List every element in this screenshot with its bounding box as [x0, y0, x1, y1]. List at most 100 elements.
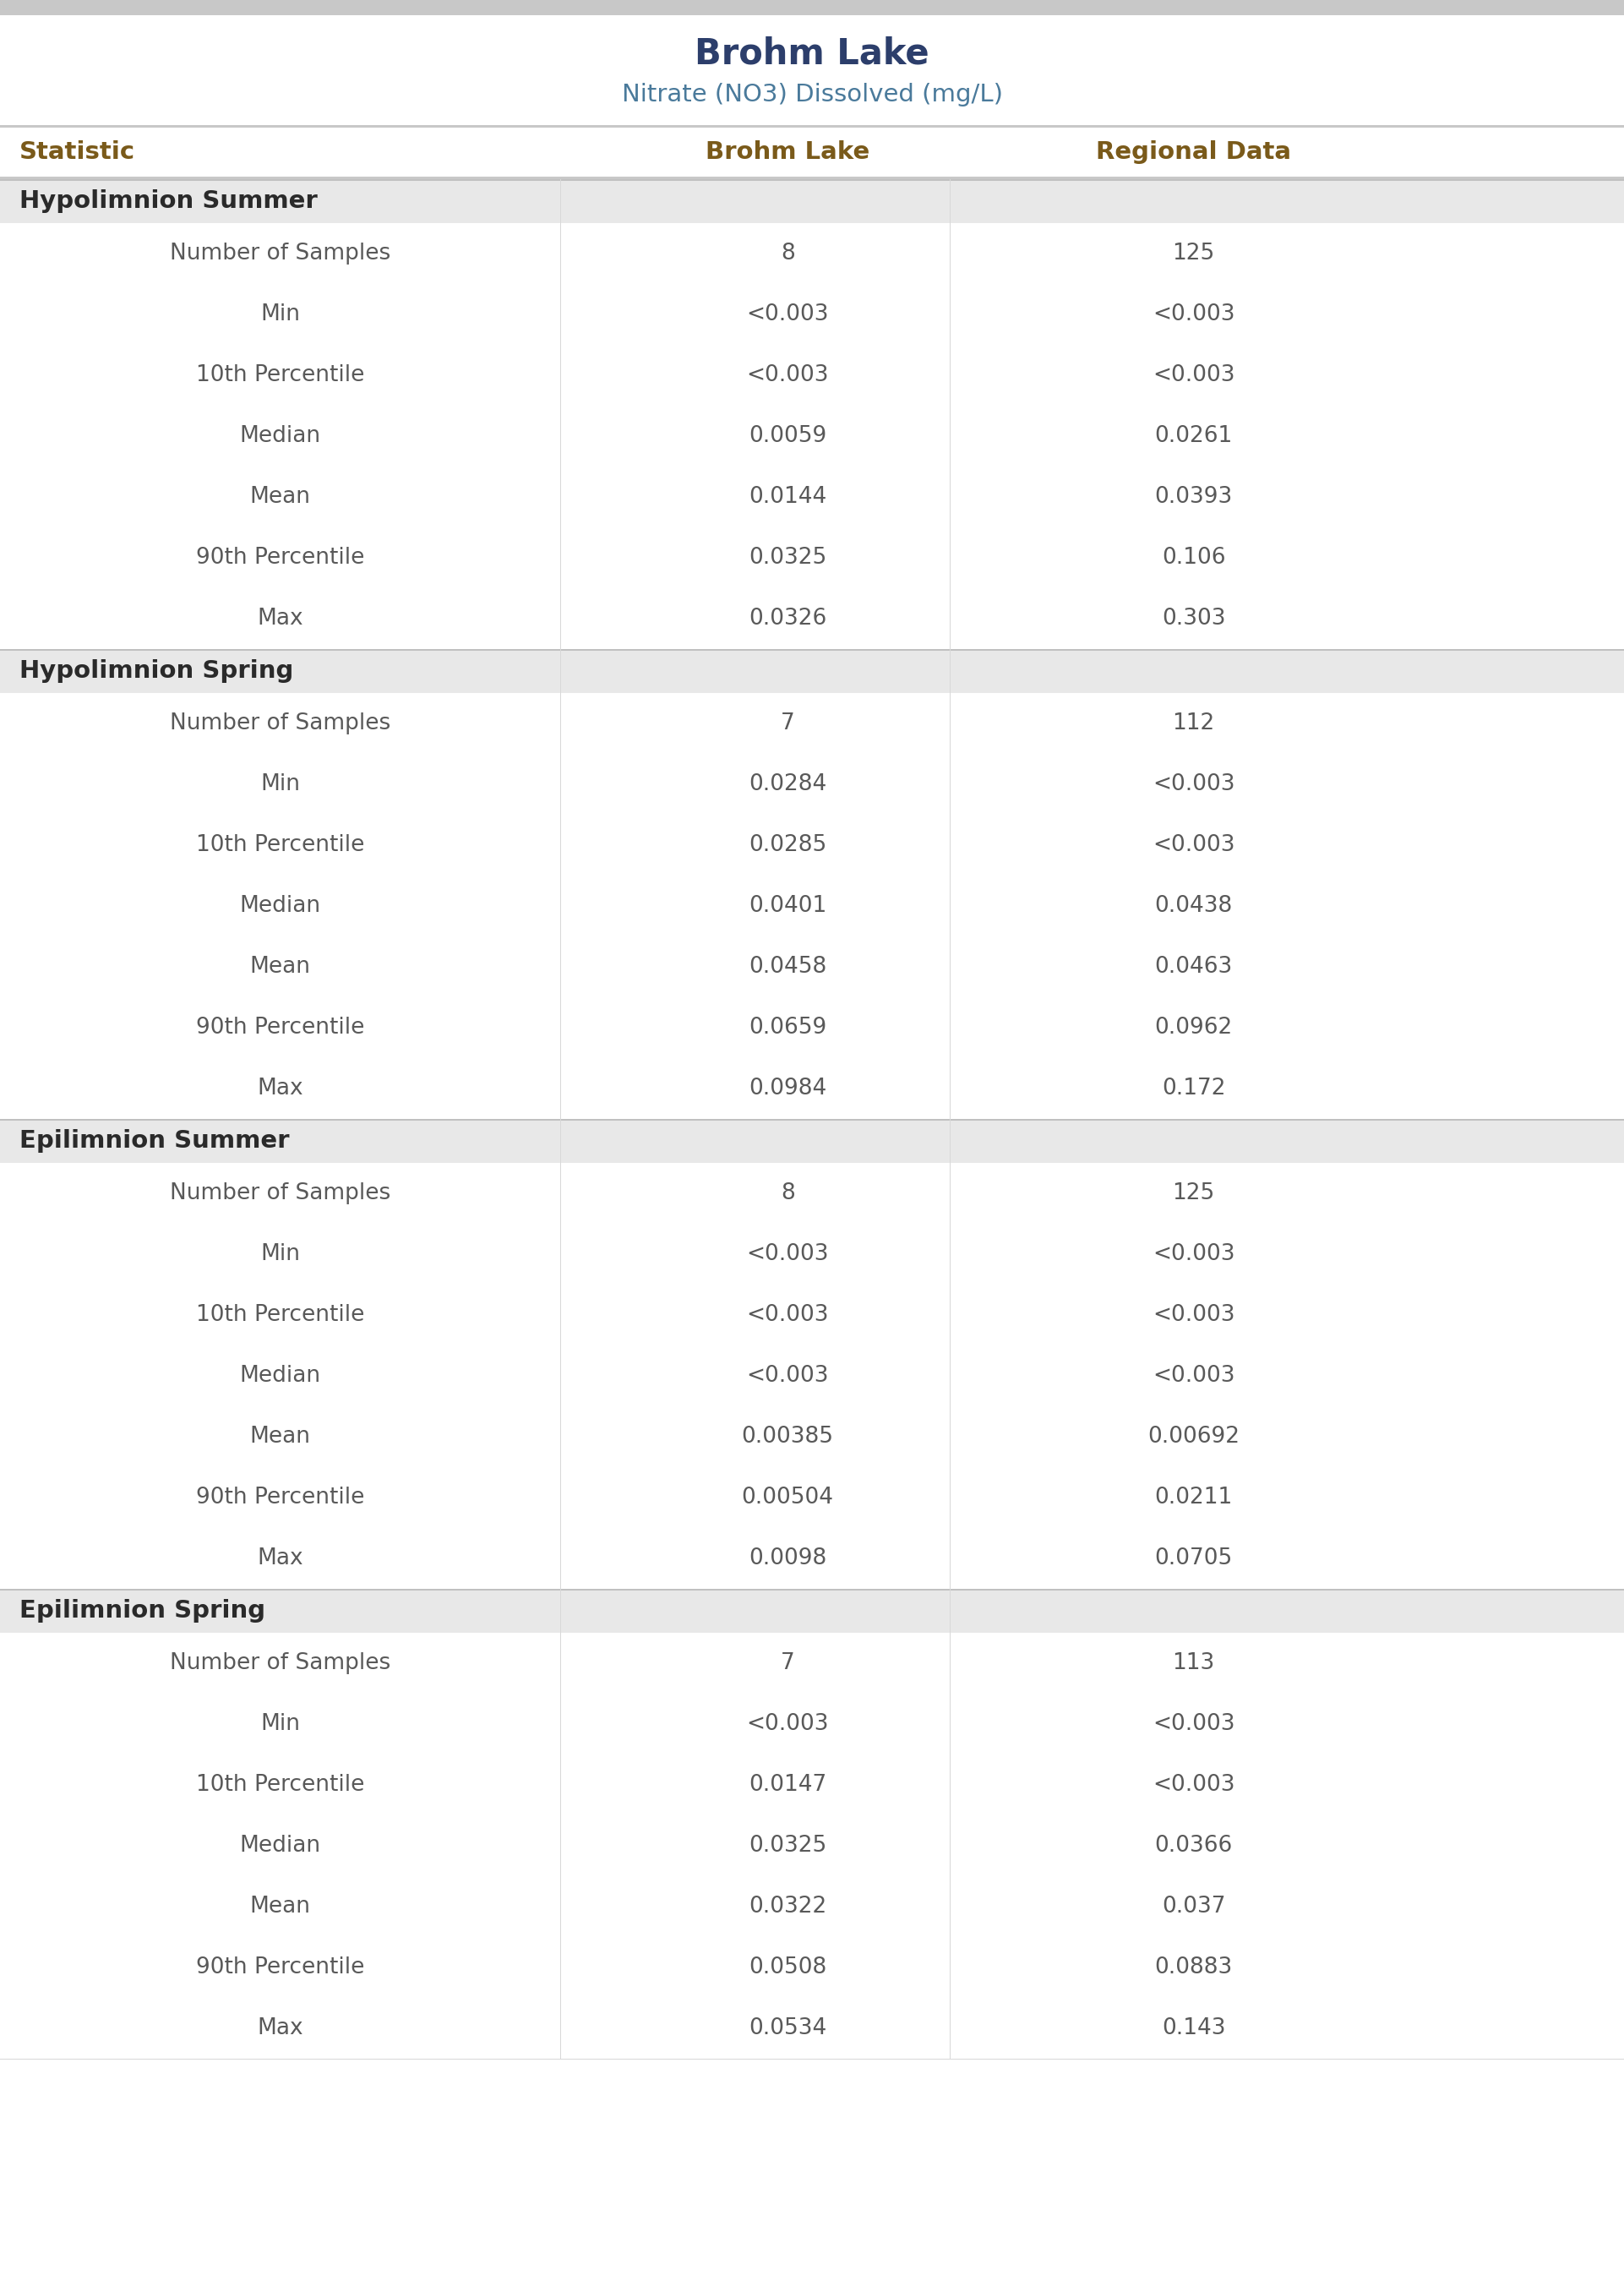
Text: <0.003: <0.003: [1153, 1244, 1234, 1264]
Text: Median: Median: [239, 894, 322, 917]
Text: 0.0458: 0.0458: [749, 956, 827, 978]
Bar: [0, 876, 1624, 938]
Text: 112: 112: [1173, 713, 1215, 735]
Text: 0.0322: 0.0322: [749, 1895, 827, 1918]
Text: <0.003: <0.003: [1153, 1364, 1234, 1387]
Text: Min: Min: [260, 304, 300, 325]
Bar: [0, 125, 1624, 127]
Bar: [0, 1162, 1624, 1224]
Text: 0.037: 0.037: [1161, 1895, 1226, 1918]
Bar: [0, 177, 1624, 179]
Text: 0.00385: 0.00385: [742, 1426, 833, 1448]
Text: 0.0325: 0.0325: [749, 1834, 827, 1857]
Text: Min: Min: [260, 1714, 300, 1734]
Text: 125: 125: [1173, 1183, 1215, 1205]
Text: Min: Min: [260, 774, 300, 794]
Bar: [0, 692, 1624, 754]
Bar: [0, 127, 1624, 177]
Text: Median: Median: [239, 1834, 322, 1857]
Text: 8: 8: [781, 1183, 794, 1205]
Bar: [0, 1632, 1624, 1693]
Bar: [0, 0, 1624, 16]
Text: 10th Percentile: 10th Percentile: [197, 1773, 364, 1796]
Bar: [0, 815, 1624, 876]
Text: 90th Percentile: 90th Percentile: [197, 547, 364, 570]
Text: <0.003: <0.003: [1153, 1714, 1234, 1734]
Text: Median: Median: [239, 424, 322, 447]
Bar: [0, 1998, 1624, 2059]
Text: 90th Percentile: 90th Percentile: [197, 1957, 364, 1979]
Bar: [0, 527, 1624, 588]
Bar: [0, 1346, 1624, 1407]
Bar: [0, 1936, 1624, 1998]
Text: 0.0211: 0.0211: [1155, 1487, 1233, 1510]
Text: Number of Samples: Number of Samples: [171, 1183, 390, 1205]
Bar: [0, 1528, 1624, 1589]
Bar: [0, 345, 1624, 406]
Text: 0.0059: 0.0059: [749, 424, 827, 447]
Bar: [0, 1877, 1624, 1936]
Text: <0.003: <0.003: [747, 304, 828, 325]
Text: Max: Max: [257, 2018, 304, 2038]
Text: <0.003: <0.003: [747, 1714, 828, 1734]
Text: <0.003: <0.003: [1153, 363, 1234, 386]
Bar: [0, 1119, 1624, 1162]
Bar: [0, 1224, 1624, 1285]
Text: 0.0284: 0.0284: [749, 774, 827, 794]
Text: Max: Max: [257, 608, 304, 629]
Text: 0.0147: 0.0147: [749, 1773, 827, 1796]
Text: 0.0366: 0.0366: [1155, 1834, 1233, 1857]
Bar: [0, 406, 1624, 468]
Text: Brohm Lake: Brohm Lake: [695, 36, 929, 70]
Bar: [0, 754, 1624, 815]
Text: Nitrate (NO3) Dissolved (mg/L): Nitrate (NO3) Dissolved (mg/L): [622, 82, 1002, 107]
Bar: [0, 938, 1624, 997]
Bar: [0, 1755, 1624, 1816]
Text: 90th Percentile: 90th Percentile: [197, 1487, 364, 1510]
Bar: [0, 468, 1624, 527]
Text: 0.0534: 0.0534: [749, 2018, 827, 2038]
Text: 7: 7: [781, 713, 794, 735]
Bar: [0, 1058, 1624, 1119]
Text: 0.0326: 0.0326: [749, 608, 827, 629]
Text: 10th Percentile: 10th Percentile: [197, 1303, 364, 1326]
Text: 10th Percentile: 10th Percentile: [197, 833, 364, 856]
Text: 90th Percentile: 90th Percentile: [197, 1017, 364, 1040]
Text: Statistic: Statistic: [19, 141, 135, 163]
Text: Epilimnion Spring: Epilimnion Spring: [19, 1598, 265, 1623]
Text: 0.0401: 0.0401: [749, 894, 827, 917]
Text: 0.0984: 0.0984: [749, 1078, 827, 1099]
Text: 0.00504: 0.00504: [742, 1487, 833, 1510]
Bar: [0, 649, 1624, 692]
Text: Mean: Mean: [250, 1426, 310, 1448]
Text: Mean: Mean: [250, 956, 310, 978]
Text: 0.0508: 0.0508: [749, 1957, 827, 1979]
Text: 0.143: 0.143: [1161, 2018, 1226, 2038]
Text: 8: 8: [781, 243, 794, 266]
Text: 0.106: 0.106: [1161, 547, 1226, 570]
Text: 0.0261: 0.0261: [1155, 424, 1233, 447]
Text: 0.0325: 0.0325: [749, 547, 827, 570]
Text: <0.003: <0.003: [1153, 304, 1234, 325]
Text: 125: 125: [1173, 243, 1215, 266]
Text: 10th Percentile: 10th Percentile: [197, 363, 364, 386]
Text: 0.0463: 0.0463: [1155, 956, 1233, 978]
Text: Epilimnion Summer: Epilimnion Summer: [19, 1128, 289, 1153]
Text: Min: Min: [260, 1244, 300, 1264]
Text: 0.0393: 0.0393: [1155, 486, 1233, 508]
Text: <0.003: <0.003: [1153, 1303, 1234, 1326]
Text: Regional Data: Regional Data: [1096, 141, 1291, 163]
Text: 7: 7: [781, 1653, 794, 1675]
Text: <0.003: <0.003: [747, 1244, 828, 1264]
Text: Brohm Lake: Brohm Lake: [705, 141, 870, 163]
Text: Number of Samples: Number of Samples: [171, 1653, 390, 1675]
Text: 0.172: 0.172: [1161, 1078, 1226, 1099]
Bar: [0, 1693, 1624, 1755]
Text: 0.0285: 0.0285: [749, 833, 827, 856]
Text: 0.303: 0.303: [1161, 608, 1226, 629]
Text: Number of Samples: Number of Samples: [171, 713, 390, 735]
Bar: [0, 1285, 1624, 1346]
Text: 0.0438: 0.0438: [1155, 894, 1233, 917]
Bar: [0, 1466, 1624, 1528]
Bar: [0, 588, 1624, 649]
